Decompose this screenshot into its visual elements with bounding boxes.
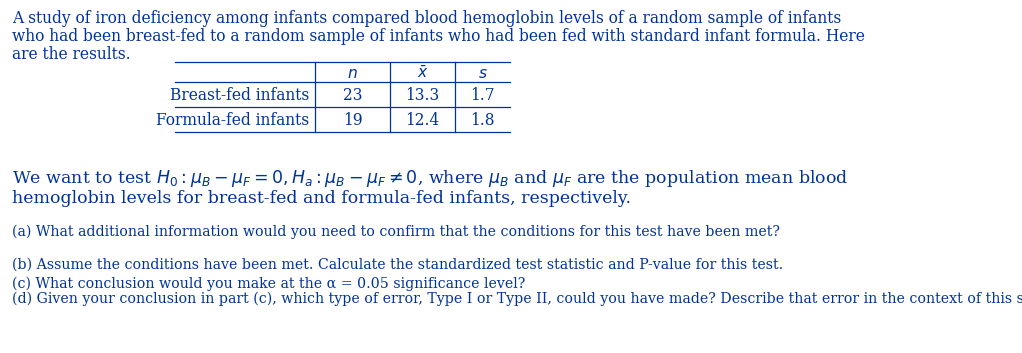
Text: $n$: $n$ (347, 65, 358, 82)
Text: We want to test $H_0 : \mu_B - \mu_F = 0, H_a : \mu_B - \mu_F \neq 0$, where $\m: We want to test $H_0 : \mu_B - \mu_F = 0… (12, 168, 848, 189)
Text: Breast-fed infants: Breast-fed infants (170, 87, 309, 104)
Text: (a) What additional information would you need to confirm that the conditions fo: (a) What additional information would yo… (12, 225, 780, 239)
Text: $\bar{x}$: $\bar{x}$ (417, 65, 428, 82)
Text: A study of iron deficiency among infants compared blood hemoglobin levels of a r: A study of iron deficiency among infants… (12, 10, 841, 27)
Text: 13.3: 13.3 (406, 87, 439, 104)
Text: 12.4: 12.4 (406, 112, 439, 129)
Text: (d) Given your conclusion in part (c), which type of error, Type I or Type II, c: (d) Given your conclusion in part (c), w… (12, 292, 1022, 306)
Text: Formula-fed infants: Formula-fed infants (156, 112, 309, 129)
Text: who had been breast-fed to a random sample of infants who had been fed with stan: who had been breast-fed to a random samp… (12, 28, 865, 45)
Text: 1.7: 1.7 (470, 87, 495, 104)
Text: are the results.: are the results. (12, 46, 131, 63)
Text: 1.8: 1.8 (470, 112, 495, 129)
Text: 19: 19 (342, 112, 363, 129)
Text: $s$: $s$ (477, 65, 487, 82)
Text: (c) What conclusion would you make at the α = 0.05 significance level?: (c) What conclusion would you make at th… (12, 277, 525, 291)
Text: 23: 23 (342, 87, 362, 104)
Text: (b) Assume the conditions have been met. Calculate the standardized test statist: (b) Assume the conditions have been met.… (12, 258, 783, 272)
Text: hemoglobin levels for breast-fed and formula-fed infants, respectively.: hemoglobin levels for breast-fed and for… (12, 190, 631, 207)
